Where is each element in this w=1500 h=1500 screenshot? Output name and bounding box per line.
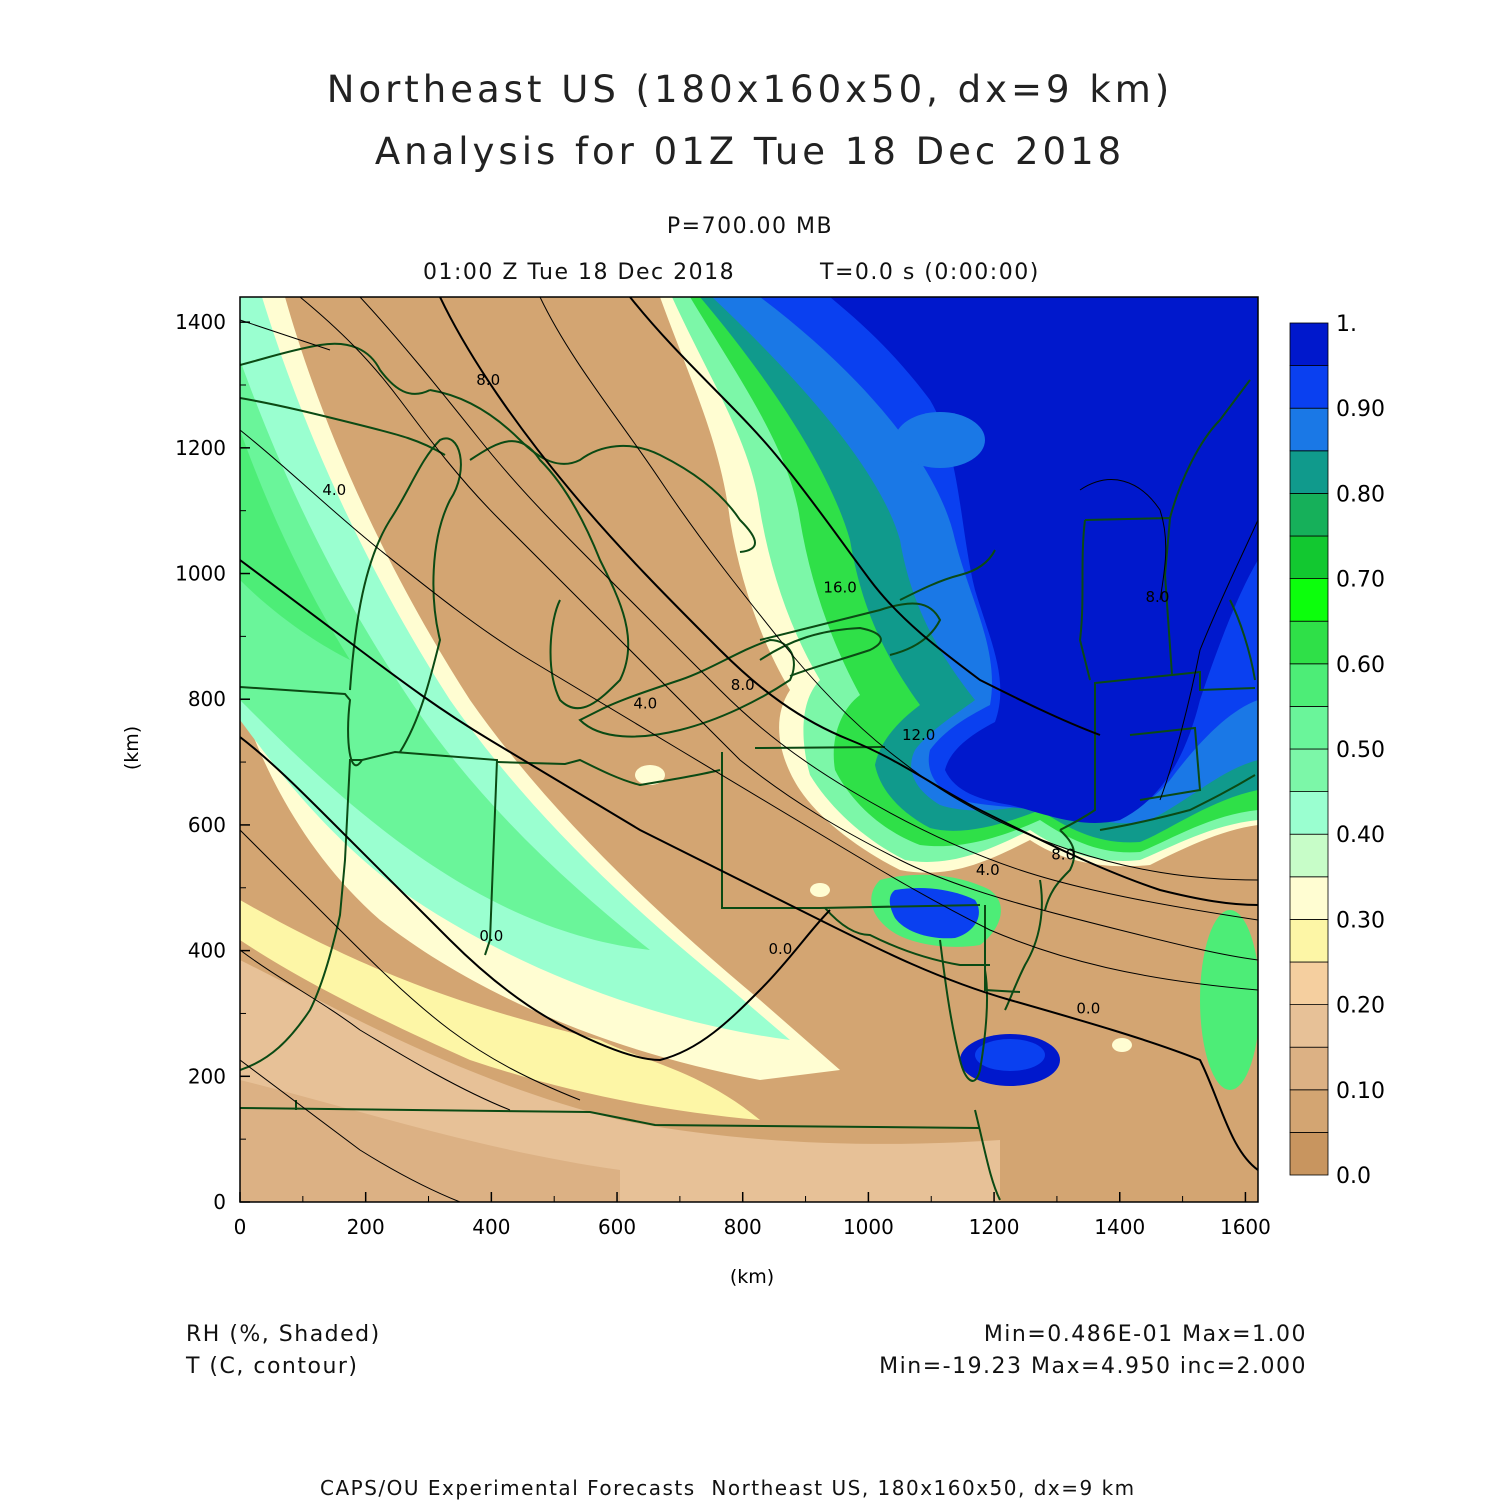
title-line1: Northeast US (180x160x50, dx=9 km) xyxy=(326,68,1174,111)
x-axis: 0 200 400 600 800 1000 1200 1400 1600 xyxy=(234,1192,1271,1239)
y-tick-label: 200 xyxy=(188,1064,226,1088)
colorbar-bin xyxy=(1289,365,1329,409)
x-tick-label: 400 xyxy=(472,1215,510,1239)
colorbar-bin xyxy=(1289,322,1329,366)
colorbar-bin xyxy=(1289,706,1329,750)
y-tick-label: 600 xyxy=(188,813,226,837)
x-tick-label: 1200 xyxy=(969,1215,1020,1239)
colorbar-bin xyxy=(1289,1046,1329,1091)
colorbar-bin xyxy=(1289,961,1329,1005)
plot-frame xyxy=(239,296,1259,1203)
x-tick-label: 600 xyxy=(598,1215,636,1239)
x-tick-label: 800 xyxy=(724,1215,762,1239)
contour-label: 4.0 xyxy=(633,695,657,713)
colorbar-label: 0.90 xyxy=(1336,397,1385,422)
colorbar-bin xyxy=(1289,535,1329,579)
colorbar-label: 0.20 xyxy=(1336,994,1385,1019)
state-boundaries xyxy=(240,342,1256,1201)
y-axis-label: (km) xyxy=(121,726,143,770)
colorbar-label: 0.10 xyxy=(1336,1079,1385,1104)
colorbar-bin xyxy=(1289,1132,1329,1176)
colorbar-bin xyxy=(1289,833,1329,878)
level-label: P=700.00 MB xyxy=(666,214,834,239)
x-axis-label: (km) xyxy=(730,1266,774,1288)
colorbar-bin xyxy=(1289,492,1329,537)
title-line2: Analysis for 01Z Tue 18 Dec 2018 xyxy=(374,130,1126,173)
colorbar-label: 0.70 xyxy=(1336,568,1385,593)
contour-label: 8.0 xyxy=(1146,588,1170,606)
valid-time: 01:00 Z Tue 18 Dec 2018 xyxy=(423,260,736,285)
contour-label: 4.0 xyxy=(322,481,346,499)
y-axis: 0 200 400 600 800 1000 1200 1400 xyxy=(175,310,250,1214)
contour-label: 8.0 xyxy=(731,676,755,694)
colorbar-bin xyxy=(1289,663,1329,707)
x-tick-label: 0 xyxy=(234,1215,247,1239)
y-tick-label: 1000 xyxy=(175,562,226,586)
colorbar-bin xyxy=(1289,748,1329,792)
y-tick-label: 0 xyxy=(213,1190,226,1214)
contour-label: 8.0 xyxy=(1051,845,1075,863)
colorbar-label: 0.50 xyxy=(1336,738,1385,763)
legend-contour: T (C, contour) xyxy=(186,1354,359,1379)
contour-label: 12.0 xyxy=(902,726,935,744)
colorbar-label: 0.40 xyxy=(1336,823,1385,848)
x-tick-label: 200 xyxy=(347,1215,385,1239)
colorbar-bin xyxy=(1289,450,1329,494)
colorbar-label: 0.80 xyxy=(1336,482,1385,507)
rh-shading xyxy=(240,297,1258,1202)
colorbar-bin xyxy=(1289,919,1329,963)
contour-label: 0.0 xyxy=(1076,999,1100,1017)
contour-stats: Min=-19.23 Max=4.950 inc=2.000 xyxy=(879,1354,1307,1379)
colorbar-bin xyxy=(1289,620,1329,665)
y-tick-label: 400 xyxy=(188,939,226,963)
forecast-time: T=0.0 s (0:00:00) xyxy=(820,260,1040,285)
contour-label: 0.0 xyxy=(479,927,503,945)
x-tick-label: 1000 xyxy=(843,1215,894,1239)
shaded-stats: Min=0.486E-01 Max=1.00 xyxy=(983,1322,1307,1347)
colorbar: 0.0 0.10 0.20 0.30 0.40 0.50 0.60 0.70 0.80 0.90 1… xyxy=(1289,312,1385,1189)
contour-label: 4.0 xyxy=(976,861,1000,879)
temperature-contours xyxy=(240,297,1258,1202)
contour-label: 16.0 xyxy=(823,578,856,596)
contour-label: 8.0 xyxy=(476,371,500,389)
colorbar-label: 1. xyxy=(1336,312,1357,337)
colorbar-label: 0.30 xyxy=(1336,908,1385,933)
x-tick-label: 1600 xyxy=(1220,1215,1271,1239)
colorbar-bin xyxy=(1289,578,1329,622)
y-tick-label: 1400 xyxy=(175,310,226,334)
colorbar-bin xyxy=(1289,791,1329,835)
footer-credit: CAPS/OU Experimental Forecasts Northeast… xyxy=(320,1476,1136,1500)
colorbar-bin xyxy=(1289,876,1329,920)
colorbar-bin xyxy=(1289,407,1329,452)
y-tick-label: 1200 xyxy=(175,436,226,460)
contour-label: 0.0 xyxy=(768,940,792,958)
colorbar-label: 0.0 xyxy=(1336,1164,1371,1189)
legend-shaded: RH (%, Shaded) xyxy=(186,1322,381,1347)
colorbar-bin xyxy=(1289,1089,1329,1133)
y-tick-label: 800 xyxy=(188,687,226,711)
colorbar-label: 0.60 xyxy=(1336,653,1385,678)
x-tick-label: 1400 xyxy=(1094,1215,1145,1239)
colorbar-bin xyxy=(1289,1004,1329,1048)
contour-label-layer: 8.0 4.0 16.0 8.0 4.0 12.0 8.0 8.0 4.0 0.0 0.0 0.0 xyxy=(322,371,1170,1017)
